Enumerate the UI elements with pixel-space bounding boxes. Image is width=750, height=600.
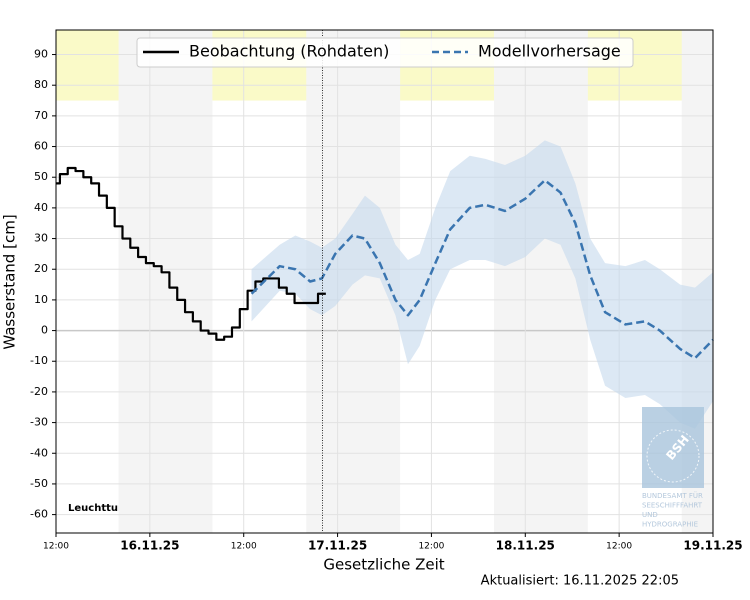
y-tick-label: -30 — [30, 416, 48, 429]
y-tick-label: 70 — [34, 109, 48, 122]
forecast-line — [250, 179, 714, 360]
y-tick-label: 0 — [41, 324, 48, 337]
plot-area — [55, 30, 714, 533]
logo-text: HYDROGRAPHIE — [642, 521, 698, 529]
y-tick-label: 80 — [34, 78, 48, 91]
x-axis-label: Gesetzliche Zeit — [323, 556, 444, 574]
y-tick-label: -40 — [30, 446, 48, 459]
x-tick-label: 16.11.25 — [120, 539, 179, 553]
y-tick-label: 10 — [34, 293, 48, 306]
legend: Beobachtung (Rohdaten) Modellvorhersage — [136, 37, 634, 68]
y-axis-label: Wasserstand [cm] — [1, 214, 19, 349]
x-tick-label: 18.11.25 — [496, 539, 555, 553]
x-tick-label: 17.11.25 — [308, 539, 367, 553]
y-tick-label: -20 — [30, 385, 48, 398]
station-label: Leuchtturm Kiel — [68, 503, 158, 514]
y-tick-label: -60 — [30, 508, 48, 521]
y-tick-label: 50 — [34, 170, 48, 183]
night-shading — [494, 30, 588, 533]
night-shading — [118, 30, 213, 533]
x-tick-label: 12:00 — [231, 542, 257, 552]
legend-label: Modellvorhersage — [478, 42, 621, 61]
forecast-band — [251, 140, 714, 429]
legend-label: Beobachtung (Rohdaten) — [189, 42, 389, 61]
logo-text: UND — [642, 511, 658, 519]
logo-box — [642, 407, 704, 488]
y-tick-label: -10 — [30, 354, 48, 367]
x-tick-label: 12:00 — [43, 542, 69, 552]
y-tick-label: 40 — [34, 201, 48, 214]
y-tick-label: 20 — [34, 262, 48, 275]
logo-text: SEESCHIFFFAHRT — [642, 502, 703, 510]
x-tick-label: 12:00 — [606, 542, 632, 552]
x-tick-label: 19.11.25 — [683, 539, 742, 553]
plot-frame — [55, 29, 714, 534]
x-tick-label: 12:00 — [418, 542, 444, 552]
y-tick-label: -50 — [30, 477, 48, 490]
observation-line — [56, 166, 326, 341]
legend-box — [136, 37, 634, 68]
y-tick-label: 90 — [34, 48, 48, 61]
logo-circle — [646, 429, 700, 483]
y-tick-label: 30 — [34, 232, 48, 245]
y-tick-label: 60 — [34, 140, 48, 153]
updated-label: Aktualisiert: 16.11.2025 22:05 — [481, 574, 679, 589]
logo-text: BUNDESAMT FÜR — [642, 491, 703, 500]
